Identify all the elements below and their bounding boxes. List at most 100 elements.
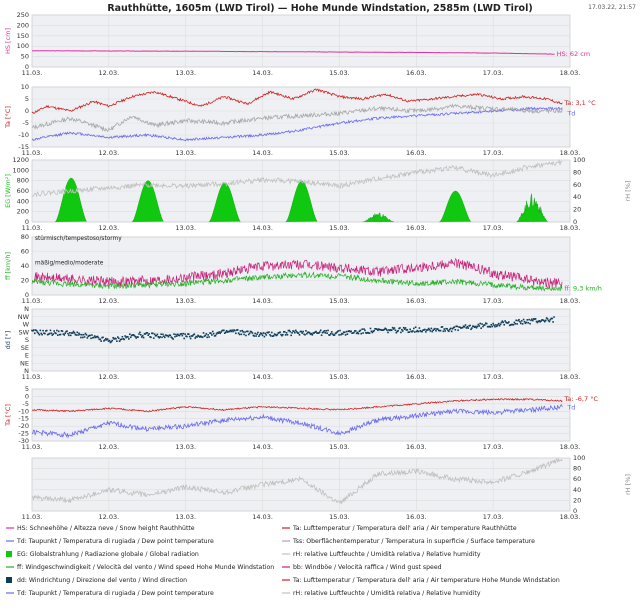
direction-point xyxy=(328,334,330,336)
direction-point xyxy=(284,334,287,336)
legend-item-label: bb: Windböe / Velocità raffica / Wind gu… xyxy=(293,563,442,571)
direction-point xyxy=(412,330,414,332)
temp-panel: 11.03. 12.03. 13.03. 14.03. 15.03. 16.03. 17.0… xyxy=(4,83,596,157)
direction-point xyxy=(396,330,399,333)
direction-point xyxy=(296,332,299,334)
x-tick-label: 14.03. xyxy=(252,149,273,157)
direction-point xyxy=(542,319,544,321)
radiation-day-area xyxy=(131,180,164,223)
direction-point xyxy=(390,329,393,332)
direction-point xyxy=(260,332,263,335)
direction-point xyxy=(211,330,214,333)
direction-point xyxy=(442,330,445,333)
direction-point xyxy=(172,338,174,340)
direction-point xyxy=(523,320,526,323)
x-tick-label: 12.03. xyxy=(99,224,120,232)
direction-point xyxy=(504,320,506,322)
direction-point xyxy=(368,332,371,335)
direction-point xyxy=(529,322,531,325)
direction-point xyxy=(448,328,451,331)
direction-point xyxy=(361,328,363,331)
direction-point xyxy=(499,323,502,326)
direction-point xyxy=(532,318,535,320)
y-tick-label: 20 xyxy=(21,277,29,285)
direction-point xyxy=(161,336,163,339)
direction-point xyxy=(323,330,326,332)
direction-point xyxy=(187,333,190,335)
series-end-label: Td xyxy=(566,403,575,411)
direction-point xyxy=(369,327,372,330)
direction-point xyxy=(293,330,295,333)
direction-point xyxy=(140,333,142,336)
direction-point xyxy=(482,325,484,328)
chart-title: Rauthhütte, 1605m (LWD Tirol) — Hohe Mun… xyxy=(107,3,532,14)
series-rh-line xyxy=(31,457,563,505)
direction-point xyxy=(43,332,45,335)
direction-point xyxy=(319,329,322,332)
direction-point xyxy=(283,331,286,333)
direction-point xyxy=(553,316,555,318)
direction-point xyxy=(71,332,74,334)
direction-point xyxy=(116,336,119,338)
direction-point xyxy=(75,334,78,336)
direction-point xyxy=(278,331,280,334)
direction-point xyxy=(205,333,208,335)
direction-point xyxy=(110,340,113,343)
legend: HS: Schneehöhe / Altezza neve / Snow hei… xyxy=(6,525,560,597)
direction-point xyxy=(540,320,542,322)
direction-point xyxy=(455,325,458,328)
x-tick-label: 12.03. xyxy=(99,69,120,77)
direction-point xyxy=(534,318,537,320)
y-tick-label: 150 xyxy=(17,32,29,40)
x-tick-label: 16.03. xyxy=(406,297,427,305)
direction-point xyxy=(273,333,276,335)
x-tick-label: 15.03. xyxy=(329,373,350,381)
direction-point xyxy=(418,327,421,329)
direction-point xyxy=(232,330,234,333)
direction-point xyxy=(431,330,434,333)
direction-point xyxy=(364,329,366,332)
direction-point xyxy=(508,321,510,323)
direction-point xyxy=(123,338,126,341)
direction-point xyxy=(339,329,341,332)
direction-point xyxy=(299,330,302,333)
direction-point xyxy=(57,334,59,336)
direction-point xyxy=(439,329,442,332)
direction-point xyxy=(160,333,162,336)
direction-point xyxy=(450,330,453,333)
direction-point xyxy=(480,327,482,330)
series-end-label: Td xyxy=(566,110,575,118)
direction-point xyxy=(391,326,394,329)
x-tick-label: 11.03. xyxy=(22,513,43,521)
direction-point xyxy=(433,328,435,331)
direction-point xyxy=(478,325,481,327)
direction-point xyxy=(297,332,300,334)
direction-point xyxy=(385,328,387,330)
direction-point xyxy=(459,326,461,329)
direction-point xyxy=(236,329,239,331)
y-tick-label: W xyxy=(23,321,30,329)
wind-panel: 11.03. 12.03. 13.03. 14.03. 15.03. 16.03. 17.0… xyxy=(4,233,602,305)
direction-point xyxy=(82,333,85,336)
direction-point xyxy=(217,332,220,334)
direction-point xyxy=(304,333,306,336)
y-tick-label: N xyxy=(24,367,29,375)
direction-point xyxy=(122,338,125,340)
direction-point xyxy=(109,341,112,344)
direction-point xyxy=(199,335,202,338)
direction-point xyxy=(510,323,513,326)
direction-point xyxy=(42,329,44,332)
direction-point xyxy=(219,332,221,335)
direction-point xyxy=(371,331,374,334)
direction-point xyxy=(120,338,123,340)
direction-point xyxy=(427,327,430,330)
direction-point xyxy=(513,321,516,324)
x-tick-label: 16.03. xyxy=(406,513,427,521)
series-ta-line xyxy=(31,88,563,114)
direction-point xyxy=(492,322,494,325)
direction-point xyxy=(472,325,474,327)
direction-point xyxy=(83,336,86,338)
legend-item-label: Td: Taupunkt / Temperatura di rugiada / … xyxy=(16,538,214,545)
legend-swatch xyxy=(6,577,12,583)
